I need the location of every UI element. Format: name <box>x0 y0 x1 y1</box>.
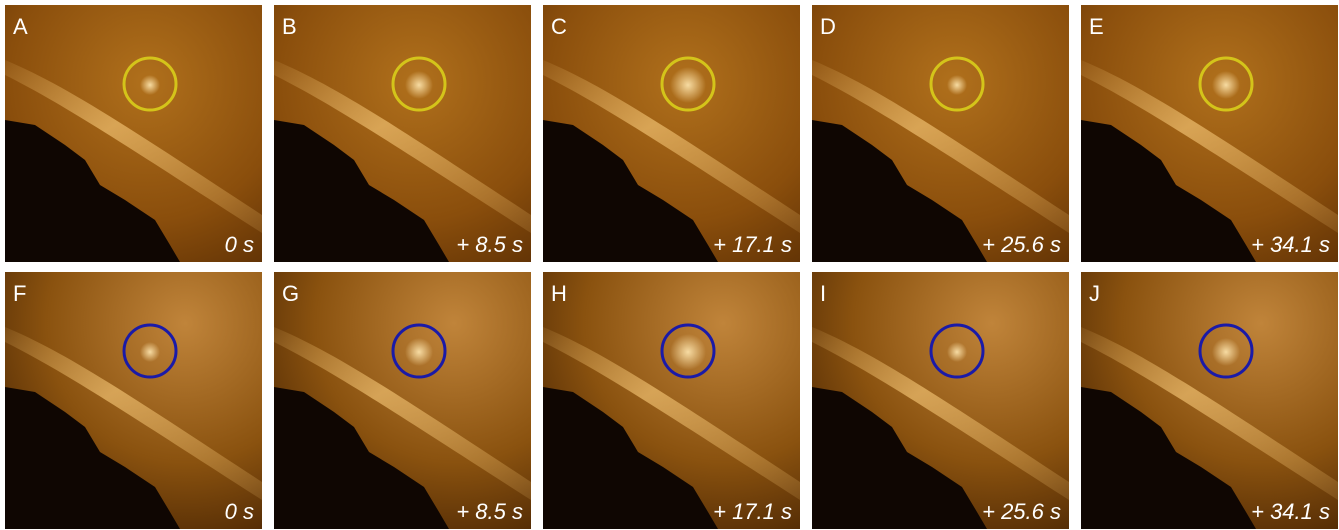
image-panel: E + 34.1 s <box>1081 5 1338 262</box>
time-label: + 17.1 s <box>713 232 792 257</box>
image-panel: J + 34.1 s <box>1081 272 1338 529</box>
bright-spot <box>1212 71 1240 99</box>
panel-label: A <box>13 14 28 39</box>
image-panel: B + 8.5 s <box>274 5 531 262</box>
figure: A 0 s B + 8.5 s C + 17.1 s D + 25.6 s E + 34.1 s F… <box>0 0 1339 530</box>
bright-spot <box>947 75 967 95</box>
panel-label: E <box>1089 14 1104 39</box>
panel-label: F <box>13 281 26 306</box>
bright-spot <box>670 67 706 103</box>
time-label: + 25.6 s <box>982 232 1061 257</box>
image-panel: C + 17.1 s <box>543 5 800 262</box>
image-panel: A 0 s <box>5 5 262 262</box>
bright-spot <box>140 342 160 362</box>
bright-spot <box>670 334 706 370</box>
bright-spot <box>405 71 433 99</box>
time-label: + 34.1 s <box>1251 232 1330 257</box>
panel-label: C <box>551 14 567 39</box>
time-label: + 8.5 s <box>456 232 523 257</box>
bright-spot <box>405 338 433 366</box>
time-label: 0 s <box>225 499 254 524</box>
panel-label: D <box>820 14 836 39</box>
panel-label: H <box>551 281 567 306</box>
time-label: 0 s <box>225 232 254 257</box>
image-panel: I + 25.6 s <box>812 272 1069 529</box>
time-label: + 17.1 s <box>713 499 792 524</box>
bright-spot <box>947 342 967 362</box>
image-panel: G + 8.5 s <box>274 272 531 529</box>
time-label: + 25.6 s <box>982 499 1061 524</box>
time-label: + 34.1 s <box>1251 499 1330 524</box>
panel-label: I <box>820 281 826 306</box>
image-panel: F 0 s <box>5 272 262 529</box>
bright-spot <box>1212 338 1240 366</box>
panel-label: B <box>282 14 297 39</box>
image-panel: D + 25.6 s <box>812 5 1069 262</box>
bright-spot <box>140 75 160 95</box>
time-label: + 8.5 s <box>456 499 523 524</box>
panel-label: G <box>282 281 299 306</box>
panel-label: J <box>1089 281 1100 306</box>
image-panel: H + 17.1 s <box>543 272 800 529</box>
